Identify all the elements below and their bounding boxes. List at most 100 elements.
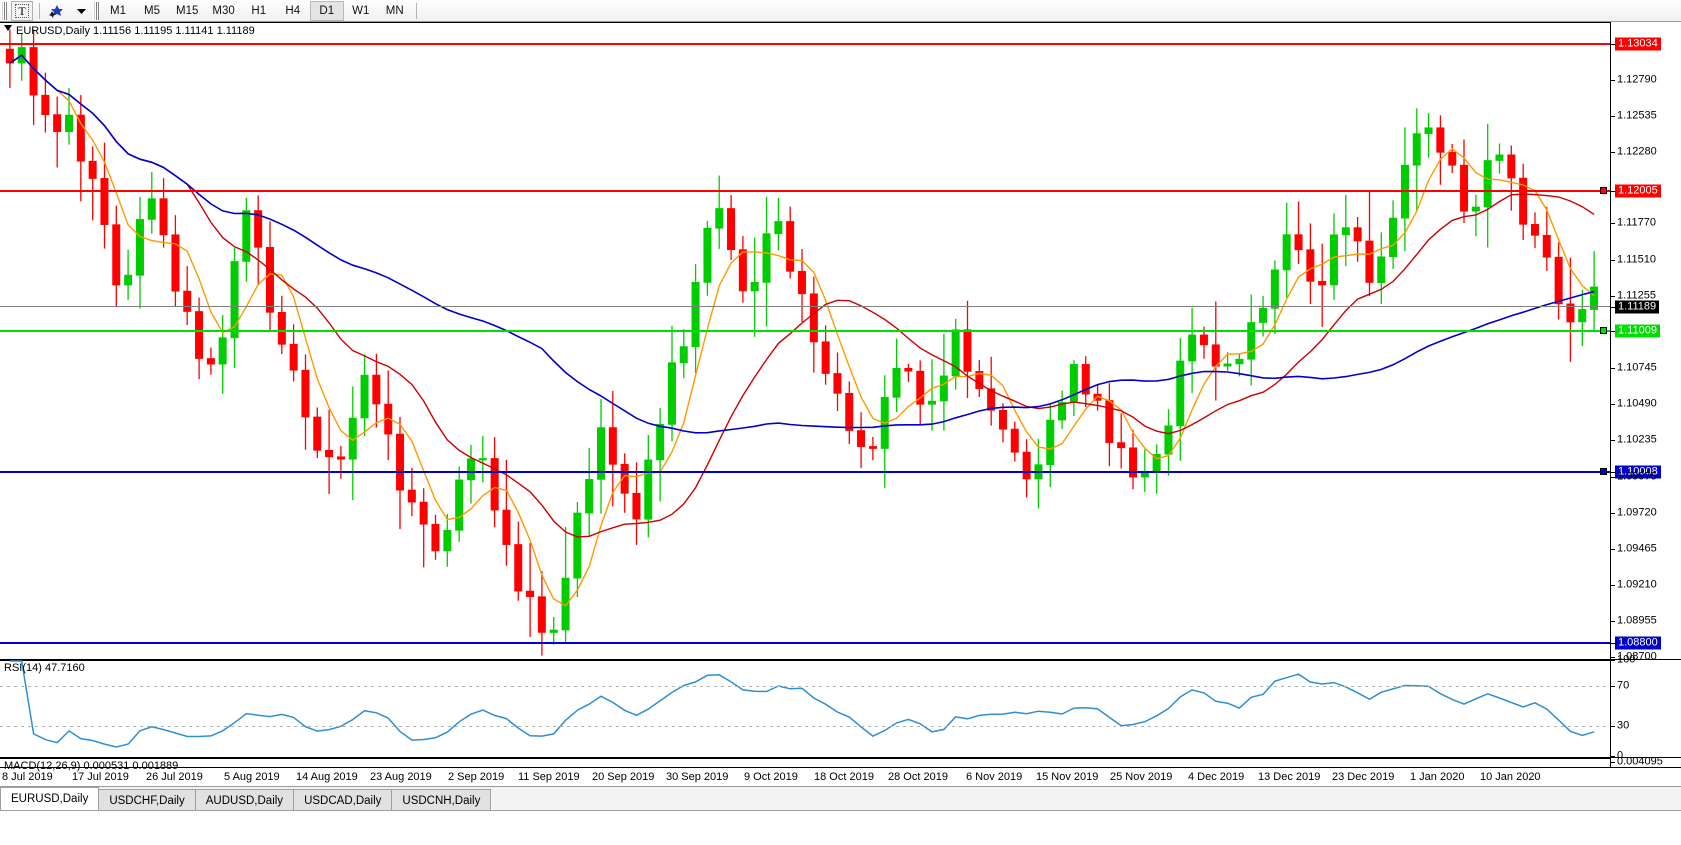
time-axis-label: 28 Oct 2019 bbox=[888, 771, 948, 783]
chevron-down-icon[interactable] bbox=[70, 1, 92, 21]
price-axis-label: 1.08800 bbox=[1615, 636, 1661, 650]
price-axis-label: 1.09975 bbox=[1617, 470, 1657, 483]
price-axis-label: 1.11009 bbox=[1615, 324, 1660, 338]
price-axis-label: 1.08700 bbox=[1617, 650, 1657, 663]
time-axis-label: 25 Nov 2019 bbox=[1110, 771, 1173, 783]
time-axis[interactable]: 8 Jul 2019 17 Jul 2019 26 Jul 2019 5 Aug 20… bbox=[0, 767, 1681, 786]
price-pane-top-border bbox=[0, 22, 1681, 23]
timeframe-mn-button[interactable]: MN bbox=[385, 4, 404, 17]
chart-tab-eurusd[interactable]: EURUSD,Daily bbox=[0, 787, 100, 811]
resistance-line-113034[interactable] bbox=[0, 43, 1610, 45]
toolbar-separator-2 bbox=[415, 2, 417, 19]
price-axis-tick bbox=[1611, 296, 1615, 297]
text-tool-icon[interactable]: T bbox=[11, 0, 33, 21]
chart-tab-audusd[interactable]: AUDUSD,Daily bbox=[194, 789, 295, 811]
chart-tabs[interactable]: EURUSD,Daily USDCHF,Daily AUDUSD,Daily USDC… bbox=[0, 787, 492, 811]
rsi-axis-tick bbox=[1611, 686, 1615, 687]
timeframe-m15-button[interactable]: M15 bbox=[176, 4, 199, 17]
price-pane[interactable]: EURUSD,Daily 1.11156 1.11195 1.11141 1.1… bbox=[0, 22, 1681, 663]
rsi-level-70 bbox=[0, 686, 1610, 687]
time-axis-label: 18 Oct 2019 bbox=[814, 771, 874, 783]
rsi-axis[interactable]: 100 70 30 0 bbox=[1610, 654, 1681, 761]
resistance-line-112005[interactable] bbox=[0, 190, 1610, 192]
rsi-axis-tick bbox=[1611, 660, 1615, 661]
indicators-icon[interactable] bbox=[44, 1, 70, 21]
price-axis[interactable]: 1.13034 1.12790 1.12535 1.12280 1.12005 1.117… bbox=[1610, 22, 1681, 663]
time-axis-label: 20 Sep 2019 bbox=[592, 771, 655, 783]
toolbar-grip-2[interactable] bbox=[93, 1, 99, 20]
timeframe-m1-button[interactable]: M1 bbox=[110, 4, 126, 17]
rsi-axis-tick bbox=[1611, 756, 1615, 757]
chart-title: EURUSD,Daily 1.11156 1.11195 1.11141 1.1… bbox=[16, 25, 255, 37]
rsi-axis-label: 0 bbox=[1617, 749, 1624, 762]
price-axis-label: 1.09465 bbox=[1617, 542, 1657, 555]
level-line-108800[interactable] bbox=[0, 642, 1610, 644]
price-axis-tick bbox=[1611, 80, 1615, 81]
price-axis-tick bbox=[1611, 260, 1615, 261]
time-axis-label: 1 Jan 2020 bbox=[1410, 771, 1465, 783]
price-axis-tick bbox=[1611, 585, 1615, 586]
price-axis-tick bbox=[1611, 44, 1615, 45]
price-axis-label: 1.12005 bbox=[1615, 184, 1661, 198]
toolbar-grip-1[interactable] bbox=[1, 1, 7, 20]
level-line-110008[interactable] bbox=[0, 471, 1610, 473]
price-axis-tick bbox=[1611, 472, 1615, 473]
price-axis-tick bbox=[1611, 404, 1615, 405]
price-axis-label: 1.09210 bbox=[1617, 578, 1657, 591]
macd-label: MACD(12,26,9) 0.000531 0.001889 bbox=[4, 760, 179, 772]
price-axis-tick bbox=[1611, 477, 1615, 478]
timeframe-h1-button[interactable]: H1 bbox=[251, 4, 267, 17]
price-axis-label: 1.10008 bbox=[1615, 465, 1661, 479]
support-line-111009[interactable] bbox=[0, 330, 1610, 332]
price-axis-label: 1.12790 bbox=[1617, 73, 1657, 86]
resistance-handle-112005[interactable] bbox=[1600, 187, 1607, 194]
rsi-label: RSI(14) 47.7160 bbox=[4, 662, 85, 674]
price-axis-label: 1.12280 bbox=[1617, 145, 1657, 158]
rsi-pane[interactable]: RSI(14) 47.7160 100 70 30 0 bbox=[0, 654, 1681, 761]
price-axis-tick bbox=[1611, 116, 1615, 117]
timeframe-m30-button[interactable]: M30 bbox=[212, 4, 235, 17]
price-pane-bottom-border bbox=[0, 659, 1681, 660]
price-axis-label: 1.12535 bbox=[1617, 109, 1657, 122]
chart-tab-usdcad[interactable]: USDCAD,Daily bbox=[293, 789, 393, 811]
rsi-axis-tick bbox=[1611, 726, 1615, 727]
price-axis-label: 1.11770 bbox=[1617, 216, 1656, 229]
price-axis-tick bbox=[1611, 223, 1615, 224]
chart-area[interactable]: EURUSD,Daily 1.11156 1.11195 1.11141 1.1… bbox=[0, 22, 1681, 845]
price-axis-label: 1.10490 bbox=[1617, 397, 1657, 410]
support-handle-111009[interactable] bbox=[1600, 327, 1607, 334]
macd-axis-tick bbox=[1611, 762, 1615, 763]
price-axis-label: 1.10235 bbox=[1617, 433, 1657, 446]
price-axis-label: 1.11189 bbox=[1615, 300, 1660, 314]
chart-tabbar: EURUSD,Daily USDCHF,Daily AUDUSD,Daily USDC… bbox=[0, 786, 1681, 845]
timeframe-w1-button[interactable]: W1 bbox=[352, 4, 370, 17]
price-axis-tick bbox=[1611, 191, 1615, 192]
price-axis-tick bbox=[1611, 440, 1615, 441]
time-axis-label: 6 Nov 2019 bbox=[966, 771, 1023, 783]
price-axis-label: 1.09720 bbox=[1617, 506, 1657, 519]
price-axis-label: 1.11510 bbox=[1617, 253, 1656, 266]
timeframe-d1-button[interactable]: D1 bbox=[309, 0, 344, 21]
price-axis-tick bbox=[1611, 331, 1615, 332]
time-axis-label: 10 Jan 2020 bbox=[1480, 771, 1541, 783]
price-axis-label: 1.10745 bbox=[1617, 361, 1657, 374]
time-axis-label: 11 Sep 2019 bbox=[518, 771, 580, 783]
level-handle-110008[interactable] bbox=[1600, 468, 1607, 475]
collapse-triangle-icon[interactable] bbox=[4, 25, 12, 31]
price-plot-region[interactable] bbox=[0, 22, 1610, 660]
timeframe-m5-button[interactable]: M5 bbox=[144, 4, 160, 17]
current-price-line bbox=[0, 306, 1610, 307]
price-axis-tick bbox=[1611, 643, 1615, 644]
main-toolbar: T M1 M5 M15 M30 H1 H4 D1 W1 MN bbox=[0, 0, 1681, 22]
rsi-axis-label: 70 bbox=[1617, 679, 1630, 692]
chart-tab-usdchf[interactable]: USDCHF,Daily bbox=[98, 789, 196, 811]
time-axis-label: 8 Jul 2019 bbox=[2, 771, 53, 783]
macd-pane-top-border bbox=[0, 758, 1681, 759]
price-axis-tick bbox=[1611, 657, 1615, 658]
chart-tab-usdcnh[interactable]: USDCNH,Daily bbox=[391, 789, 492, 811]
timeframe-h4-button[interactable]: H4 bbox=[285, 4, 301, 17]
time-axis-label: 30 Sep 2019 bbox=[666, 771, 729, 783]
rsi-line bbox=[9, 660, 1595, 748]
rsi-plot-region[interactable] bbox=[0, 660, 1610, 758]
price-axis-label: 1.11255 bbox=[1617, 289, 1656, 302]
